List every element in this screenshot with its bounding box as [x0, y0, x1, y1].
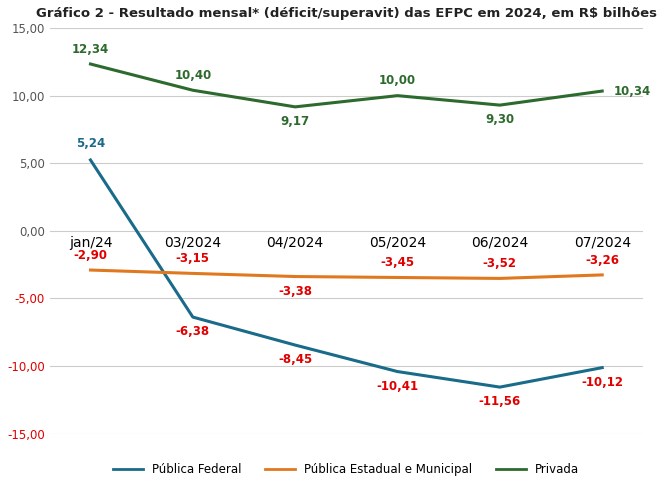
- Text: -3,15: -3,15: [176, 252, 210, 265]
- Text: -3,38: -3,38: [278, 285, 312, 298]
- Text: -3,52: -3,52: [483, 257, 517, 270]
- Text: -3,45: -3,45: [381, 256, 414, 269]
- Title: Gráfico 2 - Resultado mensal* (déficit/superavit) das EFPC em 2024, em R$ bilhõe: Gráfico 2 - Resultado mensal* (déficit/s…: [36, 7, 657, 20]
- Text: 5,24: 5,24: [76, 137, 105, 150]
- Text: -10,12: -10,12: [581, 376, 623, 389]
- Text: -10,41: -10,41: [377, 380, 418, 393]
- Text: -3,26: -3,26: [585, 254, 619, 267]
- Legend: Pública Federal, Pública Estadual e Municipal, Privada: Pública Federal, Pública Estadual e Muni…: [109, 458, 584, 481]
- Text: -11,56: -11,56: [479, 396, 521, 409]
- Text: 9,30: 9,30: [485, 114, 514, 127]
- Text: 10,34: 10,34: [613, 85, 650, 98]
- Text: -2,90: -2,90: [74, 249, 107, 262]
- Text: -6,38: -6,38: [176, 326, 210, 339]
- Text: 10,40: 10,40: [174, 69, 211, 82]
- Text: 9,17: 9,17: [280, 115, 310, 128]
- Text: 12,34: 12,34: [72, 43, 109, 56]
- Text: 10,00: 10,00: [379, 74, 416, 87]
- Text: -8,45: -8,45: [278, 354, 312, 367]
